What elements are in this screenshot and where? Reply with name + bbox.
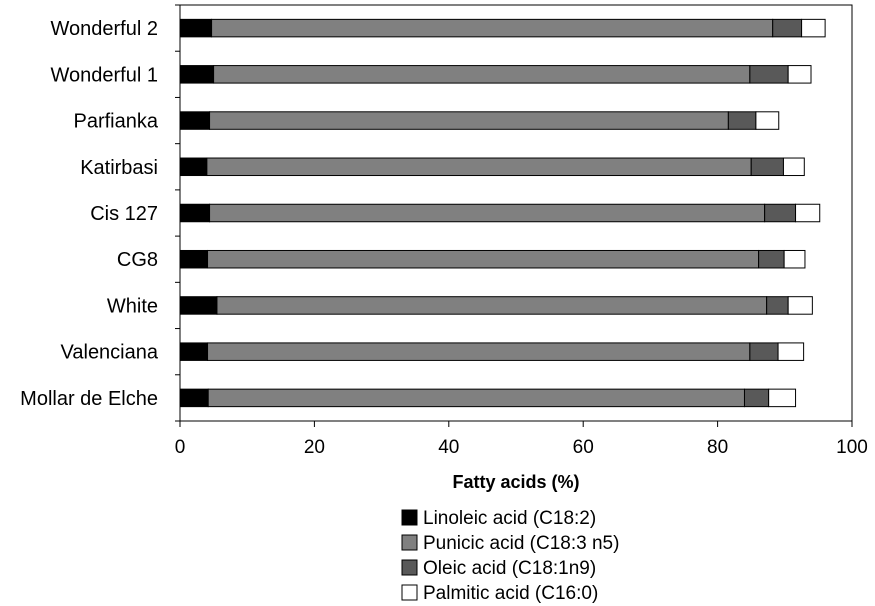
legend-label-linoleic-acid-c18-2: Linoleic acid (C18:2) [423,508,596,529]
category-label-mollar-de-elche: Mollar de Elche [20,388,158,410]
bar-segment-white-linoleic-acid-c18-2 [179,296,218,315]
bar-segment-cis-127-palmitic-acid-c16-0 [795,203,821,223]
bar-segment-cg8-linoleic-acid-c18-2 [179,249,209,269]
category-label-cis-127: Cis 127 [90,203,158,225]
bar-segment-white-palmitic-acid-c16-0 [787,296,813,315]
bar-segment-wonderful-1-oleic-acid-c18-1n9 [749,65,789,84]
x-tick-label-40: 40 [438,437,459,458]
category-label-valenciana: Valenciana [61,342,159,364]
x-tick-label-80: 80 [707,437,728,458]
bars-group [179,18,826,408]
bar-segment-parfianka-punicic-acid-c18-3-n5 [209,111,729,130]
x-tick-label-100: 100 [836,437,868,458]
bar-segment-parfianka-palmitic-acid-c16-0 [755,111,780,130]
legend-swatch-linoleic-acid-c18-2 [401,509,418,526]
legend-label-punicic-acid-c18-3-n5: Punicic acid (C18:3 n5) [423,533,619,554]
bar-segment-wonderful-2-punicic-acid-c18-3-n5 [211,18,774,38]
bar-segment-wonderful-2-linoleic-acid-c18-2 [179,18,213,38]
category-label-katirbasi: Katirbasi [80,157,158,179]
legend-label-oleic-acid-c18-1n9: Oleic acid (C18:1n9) [423,558,596,579]
bar-segment-wonderful-2-palmitic-acid-c16-0 [801,18,826,38]
bar-segment-valenciana-punicic-acid-c18-3-n5 [207,342,751,361]
legend-swatch-oleic-acid-c18-1n9 [401,559,418,576]
bar-segment-cg8-punicic-acid-c18-3-n5 [207,249,760,269]
bar-segment-cg8-palmitic-acid-c16-0 [783,249,806,269]
bar-segment-parfianka-linoleic-acid-c18-2 [179,111,211,130]
x-axis-title: Fatty acids (%) [452,472,579,492]
x-axis-ticks: 0 20 40 60 80 100 [175,4,868,458]
legend-swatch-punicic-acid-c18-3-n5 [401,534,418,551]
bar-segment-katirbasi-palmitic-acid-c16-0 [782,157,805,177]
category-label-wonderful-2: Wonderful 2 [51,18,158,40]
bar-segment-mollar-de-elche-punicic-acid-c18-3-n5 [207,388,745,408]
legend-label-palmitic-acid-c16-0: Palmitic acid (C16:0) [423,583,598,604]
bar-segment-wonderful-2-oleic-acid-c18-1n9 [772,18,803,38]
bar-segment-white-oleic-acid-c18-1n9 [766,296,789,315]
bar-segment-katirbasi-linoleic-acid-c18-2 [179,157,208,177]
bar-segment-valenciana-linoleic-acid-c18-2 [179,342,209,361]
bar-segment-cis-127-punicic-acid-c18-3-n5 [209,203,766,223]
bar-segment-mollar-de-elche-oleic-acid-c18-1n9 [743,388,770,408]
x-tick-label-60: 60 [573,437,594,458]
legend-swatch-palmitic-acid-c16-0 [401,584,418,601]
bar-segment-cg8-oleic-acid-c18-1n9 [758,249,785,269]
category-label-cg8: CG8 [117,249,158,271]
bar-segment-valenciana-oleic-acid-c18-1n9 [749,342,779,361]
legend: Linoleic acid (C18:2) Punicic acid (C18:3… [401,508,619,604]
bar-segment-valenciana-palmitic-acid-c16-0 [777,342,805,361]
bar-segment-wonderful-1-punicic-acid-c18-3-n5 [213,65,751,84]
bar-segment-white-punicic-acid-c18-3-n5 [216,296,768,315]
x-tick-label-20: 20 [304,437,325,458]
bar-segment-wonderful-1-linoleic-acid-c18-2 [179,65,215,84]
category-label-wonderful-1: Wonderful 1 [51,64,158,86]
bar-segment-katirbasi-punicic-acid-c18-3-n5 [206,157,752,177]
bar-segment-katirbasi-oleic-acid-c18-1n9 [750,157,784,177]
bar-segment-parfianka-oleic-acid-c18-1n9 [727,111,757,130]
x-tick-label-0: 0 [175,437,186,458]
bar-segment-mollar-de-elche-palmitic-acid-c16-0 [768,388,797,408]
bar-segment-cis-127-oleic-acid-c18-1n9 [764,203,797,223]
bar-segment-mollar-de-elche-linoleic-acid-c18-2 [179,388,209,408]
category-label-parfianka: Parfianka [74,111,159,133]
category-labels: Wonderful 2 Wonderful 1 Parfianka Katirbasi… [20,18,159,410]
bar-segment-wonderful-1-palmitic-acid-c16-0 [787,65,812,84]
category-label-white: White [107,295,158,317]
bar-segment-cis-127-linoleic-acid-c18-2 [179,203,211,223]
